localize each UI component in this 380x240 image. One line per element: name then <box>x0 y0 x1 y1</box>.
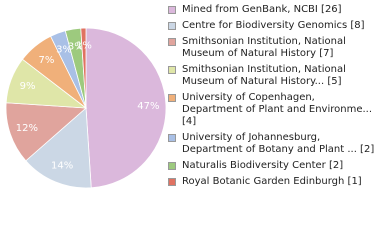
legend: Mined from GenBank, NCBI [26] Centre for … <box>166 4 376 188</box>
legend-label: Smithsonian Institution, National Museum… <box>182 36 346 59</box>
legend-item: University of Copenhagen, Department of … <box>166 92 376 128</box>
legend-item: Naturalis Biodiversity Center [2] <box>166 160 376 172</box>
legend-item: University of Johannesburg, Department o… <box>166 132 376 156</box>
legend-swatch <box>168 94 176 102</box>
slice-label: 47% <box>137 101 159 112</box>
slice-label: 7% <box>38 55 54 66</box>
slice-label: 3% <box>56 45 72 56</box>
legend-swatch <box>168 162 176 170</box>
legend-swatch <box>168 22 176 30</box>
pie-slice <box>80 27 87 109</box>
slice-label: 14% <box>51 161 73 172</box>
slice-label: 9% <box>20 81 36 92</box>
pie-slice <box>85 27 167 189</box>
legend-label: University of Copenhagen, Department of … <box>182 92 373 127</box>
legend-label: Smithsonian Institution, National Museum… <box>182 64 346 87</box>
legend-label: Royal Botanic Garden Edinburgh [1] <box>182 176 362 187</box>
legend-label: Naturalis Biodiversity Center [2] <box>182 160 344 171</box>
pie: 47%14%12%9%7%3%3%1% <box>5 27 167 189</box>
slice-label: 12% <box>16 123 38 134</box>
legend-swatch <box>168 134 176 142</box>
legend-label: Mined from GenBank, NCBI [26] <box>182 4 342 15</box>
legend-item: Royal Botanic Garden Edinburgh [1] <box>166 176 376 188</box>
legend-item: Mined from GenBank, NCBI [26] <box>166 4 376 16</box>
slice-label: 1% <box>76 41 92 52</box>
legend-swatch <box>168 38 176 46</box>
legend-item: Smithsonian Institution, National Museum… <box>166 36 376 60</box>
slice-label: 3% <box>68 41 84 52</box>
pie-slice <box>5 102 87 162</box>
legend-swatch <box>168 6 176 14</box>
legend-swatch <box>168 178 176 186</box>
legend-label: Centre for Biodiversity Genomics [8] <box>182 20 365 31</box>
legend-item: Centre for Biodiversity Genomics [8] <box>166 20 376 32</box>
pie-slice <box>25 107 92 189</box>
legend-item: Smithsonian Institution, National Museum… <box>166 64 376 88</box>
legend-label: University of Johannesburg, Department o… <box>182 132 375 155</box>
legend-swatch <box>168 66 176 74</box>
